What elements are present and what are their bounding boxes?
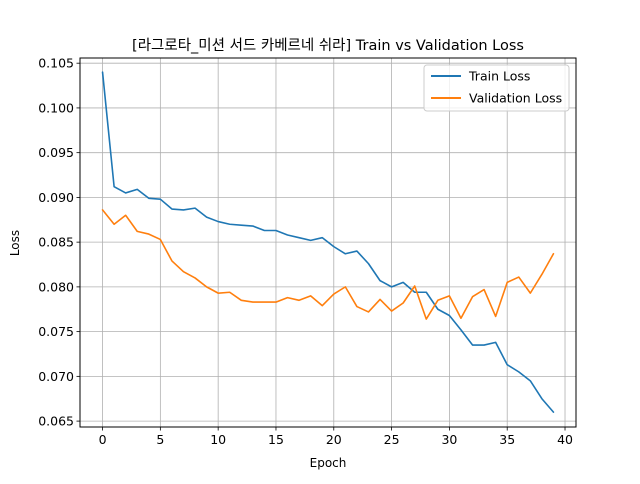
x-tick-label: 5 [156, 432, 164, 447]
y-tick-label: 0.085 [38, 235, 74, 250]
x-tick-label: 0 [99, 432, 107, 447]
chart-title: [라그로타_미션 서드 카베르네 쉬라] Train vs Validation… [132, 37, 524, 54]
x-tick-label: 15 [268, 432, 284, 447]
x-tick-label: 10 [210, 432, 226, 447]
y-tick-label: 0.090 [38, 190, 74, 205]
x-tick-label: 25 [384, 432, 400, 447]
x-axis-label: Epoch [310, 456, 347, 470]
y-tick-label: 0.080 [38, 279, 74, 294]
legend-label-validation-loss: Validation Loss [469, 91, 562, 106]
y-axis-label: Loss [8, 230, 22, 256]
y-tick-label: 0.095 [38, 145, 74, 160]
x-tick-label: 30 [441, 432, 457, 447]
legend-label-train-loss: Train Loss [468, 69, 530, 84]
y-tick-label: 0.075 [38, 324, 74, 339]
x-tick-label: 35 [499, 432, 515, 447]
x-tick-label: 20 [326, 432, 342, 447]
y-tick-label: 0.105 [38, 56, 74, 71]
y-tick-label: 0.065 [38, 414, 74, 429]
x-tick-label: 40 [557, 432, 573, 447]
y-tick-label: 0.070 [38, 369, 74, 384]
legend: Train Loss Validation Loss [424, 65, 569, 111]
y-tick-label: 0.100 [38, 100, 74, 115]
